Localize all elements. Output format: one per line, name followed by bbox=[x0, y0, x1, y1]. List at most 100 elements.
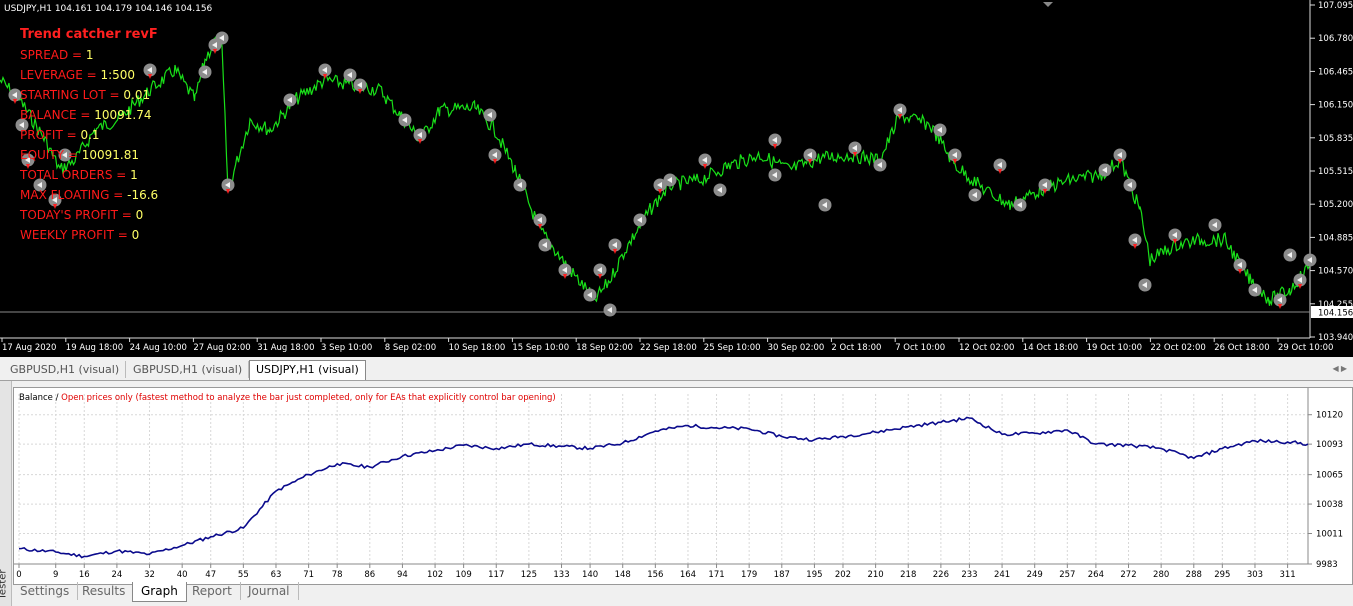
shift-marker-icon bbox=[1043, 2, 1053, 7]
ea-row: STARTING LOT = 0.01 bbox=[20, 85, 158, 105]
ea-row: TODAY'S PROFIT = 0 bbox=[20, 205, 158, 225]
graph-x-label: 24 bbox=[111, 570, 122, 580]
close-marker-icon bbox=[937, 127, 942, 133]
graph-y-label: 10093 bbox=[1316, 440, 1343, 450]
tab-graph[interactable]: Graph bbox=[132, 582, 187, 602]
graph-x-label: 16 bbox=[79, 570, 90, 580]
tab-results[interactable]: Results bbox=[74, 582, 135, 600]
price-axis-label: 105.515 bbox=[1318, 167, 1353, 177]
graph-x-label: 226 bbox=[933, 570, 949, 580]
tester-side-label: Tester bbox=[0, 381, 12, 606]
tab-usdjpy[interactable]: USDJPY,H1 (visual) bbox=[249, 360, 366, 380]
ea-row-key: TOTAL ORDERS = bbox=[20, 168, 131, 182]
tab-report[interactable]: Report bbox=[184, 582, 241, 600]
ea-row: PROFIT = 0.1 bbox=[20, 125, 158, 145]
trade-marker-icon bbox=[413, 128, 427, 144]
graph-x-label: 40 bbox=[177, 570, 188, 580]
graph-x-label: 133 bbox=[553, 570, 569, 580]
trade-marker-icon bbox=[1283, 248, 1297, 262]
sell-arrow-icon bbox=[1238, 269, 1242, 274]
time-axis-label: 14 Oct 18:00 bbox=[1023, 343, 1078, 353]
close-marker-icon bbox=[877, 162, 882, 168]
trade-marker-icon bbox=[948, 148, 962, 164]
time-axis-label: 29 Oct 10:00 bbox=[1278, 343, 1333, 353]
graph-x-label: 241 bbox=[994, 570, 1010, 580]
sell-arrow-icon bbox=[418, 139, 422, 144]
trade-marker-icon bbox=[803, 148, 817, 164]
close-marker-icon bbox=[537, 217, 542, 223]
ea-row-key: SPREAD = bbox=[20, 48, 86, 62]
close-marker-icon bbox=[972, 192, 977, 198]
ea-row: TOTAL ORDERS = 1 bbox=[20, 165, 158, 185]
close-marker-icon bbox=[997, 162, 1002, 168]
price-line bbox=[0, 34, 1311, 307]
close-marker-icon bbox=[52, 197, 57, 203]
ea-info-panel: Trend catcher revF SPREAD = 1 LEVERAGE = … bbox=[20, 25, 158, 245]
ea-row-value: 10091.81 bbox=[81, 148, 139, 162]
graph-x-label: 202 bbox=[835, 570, 851, 580]
close-marker-icon bbox=[147, 67, 152, 73]
close-marker-icon bbox=[667, 177, 672, 183]
legend-model: Open prices only (fastest method to anal… bbox=[61, 393, 556, 403]
price-axis-label: 104.570 bbox=[1318, 267, 1353, 277]
trade-marker-icon bbox=[1248, 283, 1262, 297]
trade-marker-icon bbox=[893, 103, 907, 119]
trade-marker-icon bbox=[513, 178, 527, 192]
trade-marker-icon bbox=[993, 158, 1007, 174]
ea-row: WEEKLY PROFIT = 0 bbox=[20, 225, 158, 245]
graph-y-label: 9983 bbox=[1316, 560, 1338, 570]
close-marker-icon bbox=[952, 152, 957, 158]
price-axis-label: 103.940 bbox=[1318, 333, 1353, 343]
time-axis-label: 2 Oct 18:00 bbox=[831, 343, 881, 353]
graph-x-label: 295 bbox=[1214, 570, 1230, 580]
time-axis-label: 24 Aug 10:00 bbox=[130, 343, 187, 353]
graph-x-label: 102 bbox=[427, 570, 443, 580]
ea-row: LEVERAGE = 1:500 bbox=[20, 65, 158, 85]
sell-arrow-icon bbox=[538, 224, 542, 229]
graph-x-label: 86 bbox=[364, 570, 375, 580]
trade-marker-icon bbox=[933, 123, 947, 137]
trade-marker-icon bbox=[198, 65, 212, 79]
graph-x-label: 47 bbox=[205, 570, 216, 580]
trade-marker-icon bbox=[608, 238, 622, 254]
ea-row-value: 1:500 bbox=[100, 68, 136, 82]
trade-marker-icon bbox=[713, 183, 727, 197]
close-marker-icon bbox=[287, 97, 292, 103]
time-axis-label: 19 Aug 18:00 bbox=[66, 343, 123, 353]
tab-gbpusd-2[interactable]: GBPUSD,H1 (visual) bbox=[127, 361, 250, 378]
trade-marker-icon bbox=[488, 148, 502, 164]
trade-marker-icon bbox=[1168, 228, 1182, 244]
trade-marker-icon bbox=[33, 178, 47, 192]
graph-x-label: 156 bbox=[647, 570, 663, 580]
tab-gbpusd-1[interactable]: GBPUSD,H1 (visual) bbox=[4, 361, 127, 378]
trade-marker-icon bbox=[343, 68, 357, 82]
trade-marker-icon bbox=[768, 168, 782, 182]
time-axis-label: 12 Oct 02:00 bbox=[959, 343, 1014, 353]
trade-marker-icon bbox=[1293, 273, 1307, 289]
trade-marker-icon bbox=[698, 153, 712, 169]
trade-marker-icon bbox=[603, 303, 617, 317]
sell-arrow-icon bbox=[213, 49, 217, 54]
ea-row-key: LEVERAGE = bbox=[20, 68, 101, 82]
close-marker-icon bbox=[219, 35, 224, 41]
time-axis-label: 31 Aug 18:00 bbox=[257, 343, 314, 353]
close-marker-icon bbox=[19, 122, 24, 128]
tab-scroll-arrows-icon[interactable]: ◀ ▶ bbox=[1332, 364, 1347, 373]
tab-journal[interactable]: Journal bbox=[240, 582, 299, 600]
price-chart[interactable]: 107.095 106.780 106.465 106.150 105.835 105.5… bbox=[0, 0, 1353, 357]
trade-marker-icon bbox=[15, 118, 29, 132]
trade-marker-icon bbox=[593, 263, 607, 279]
ea-row: SPREAD = 1 bbox=[20, 45, 158, 65]
close-marker-icon bbox=[1117, 152, 1122, 158]
trade-marker-icon bbox=[1123, 178, 1137, 192]
trade-marker-icon bbox=[533, 213, 547, 229]
tab-settings[interactable]: Settings bbox=[12, 582, 79, 600]
ea-row: MAX FLOATING = -16.6 bbox=[20, 185, 158, 205]
close-marker-icon bbox=[37, 182, 42, 188]
graph-x-label: 148 bbox=[615, 570, 631, 580]
close-marker-icon bbox=[772, 137, 777, 143]
sell-arrow-icon bbox=[853, 152, 857, 157]
graph-y-label: 10120 bbox=[1316, 411, 1343, 421]
ea-row-key: EQUITY = bbox=[20, 148, 82, 162]
close-marker-icon bbox=[492, 152, 497, 158]
